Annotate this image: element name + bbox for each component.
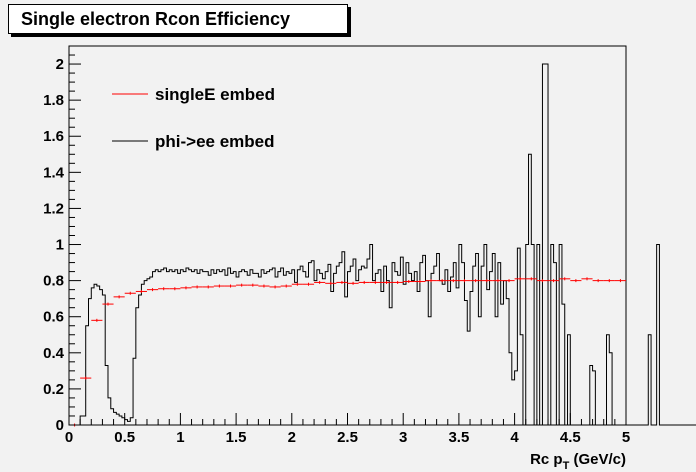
x-tick-label: 4.5 <box>560 429 581 446</box>
x-tick-label: 1.5 <box>226 429 247 446</box>
y-tick-label: 1.8 <box>43 92 64 109</box>
x-tick-label: 5 <box>622 429 630 446</box>
x-tick-label: 2.5 <box>337 429 358 446</box>
y-tick-label: 2 <box>56 56 64 73</box>
x-tick-label: 0 <box>65 429 73 446</box>
legend-label-phiee: phi->ee embed <box>155 132 275 151</box>
legend-label-singlee: singleE embed <box>155 85 275 104</box>
y-tick-label: 0.2 <box>43 381 64 398</box>
y-tick-label: 1 <box>56 237 64 254</box>
y-tick-label: 0.6 <box>43 309 64 326</box>
x-axis-title-subscript: T <box>563 460 570 472</box>
x-axis-title: Rc pT (GeV/c) <box>530 451 626 472</box>
x-tick-label: 3 <box>399 429 407 446</box>
legend: singleE embed phi->ee embed <box>112 85 275 151</box>
y-tick-label: 0.8 <box>43 273 64 290</box>
x-tick-label: 1 <box>176 429 184 446</box>
chart-title: Single electron Rcon Efficiency <box>8 4 348 34</box>
x-tick-label: 0.5 <box>114 429 135 446</box>
axes-layer: 0 0.5 1 1.5 2 2.5 3 3.5 4 4.5 5 0 0.2 0.4 0.6 0.8 1 1.2 1.… <box>43 45 630 446</box>
y-tick-label: 0 <box>56 417 64 434</box>
y-tick-label: 1.4 <box>43 164 65 181</box>
y-tick-label: 1.2 <box>43 200 64 217</box>
y-tick-label: 0.4 <box>43 345 65 362</box>
series-phi-ee-histogram <box>69 63 696 426</box>
x-tick-label: 4 <box>510 429 519 446</box>
x-tick-label: 3.5 <box>448 429 469 446</box>
y-tick-label: 1.6 <box>43 128 64 145</box>
x-tick-label: 2 <box>288 429 296 446</box>
plot-frame <box>68 45 627 426</box>
series-layer <box>69 63 696 427</box>
